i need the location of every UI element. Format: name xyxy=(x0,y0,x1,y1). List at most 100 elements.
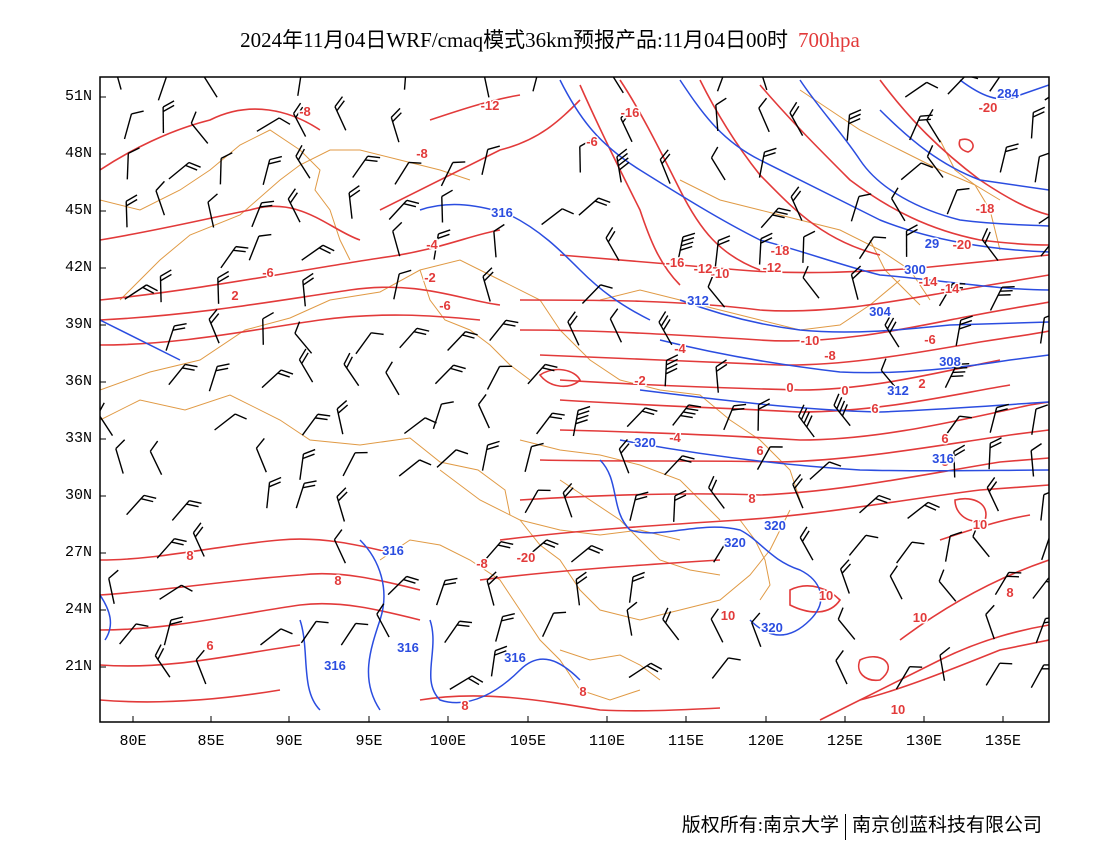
chart-title: 2024年11月04日WRF/cmaq模式36km预报产品:11月04日00时 7… xyxy=(0,24,1100,54)
height-contour-label: 300 xyxy=(904,262,926,277)
temperature-contour-label: -20 xyxy=(979,100,998,115)
temperature-contour-label: 0 xyxy=(841,383,848,398)
wind-barb xyxy=(352,155,381,178)
wind-barb xyxy=(850,193,872,222)
wind-barb xyxy=(168,161,201,180)
temperature-contour xyxy=(519,301,1049,342)
temperature-contour xyxy=(519,274,1049,312)
wind-barb xyxy=(792,474,804,509)
wind-barbs xyxy=(100,77,1049,690)
copyright: 版权所有:南京大学 南京创蓝科技有限公司 xyxy=(682,810,1042,840)
wind-barb xyxy=(809,461,842,480)
lat-label: 24N xyxy=(64,601,92,618)
wind-barb xyxy=(1030,443,1042,477)
wind-barb xyxy=(710,608,724,643)
wind-barb xyxy=(1032,577,1049,599)
wind-barb xyxy=(758,232,773,265)
wind-barb xyxy=(385,361,400,396)
wind-barb xyxy=(399,327,430,349)
wind-barb xyxy=(662,607,680,641)
temperature-contour xyxy=(100,572,421,596)
wind-barb xyxy=(343,352,360,387)
wind-barb xyxy=(659,149,671,184)
temperature-contour-label: 2 xyxy=(231,288,238,303)
temperature-contour-label: 10 xyxy=(913,610,927,625)
wind-barb xyxy=(207,193,218,228)
wind-barb xyxy=(333,529,347,564)
height-contour-label: 312 xyxy=(687,293,709,308)
wind-barb xyxy=(123,110,144,140)
wind-barb xyxy=(262,155,283,185)
wind-barb xyxy=(850,265,863,300)
height-contour xyxy=(419,203,651,321)
wind-barb xyxy=(938,282,966,307)
wind-barb xyxy=(758,147,777,178)
country-borders xyxy=(100,89,1001,701)
height-contour-label: 308 xyxy=(939,354,961,369)
wind-barb xyxy=(292,102,307,137)
wind-barb xyxy=(715,97,727,131)
wind-barb xyxy=(715,359,728,393)
temperature-contour xyxy=(559,254,1049,274)
wind-barb xyxy=(336,400,349,435)
temperature-contour xyxy=(559,359,1001,391)
temperature-contour xyxy=(100,689,281,703)
temperature-contour xyxy=(939,514,1031,541)
wind-barb xyxy=(190,111,209,144)
wind-barb xyxy=(440,161,466,187)
wind-barb xyxy=(981,228,999,261)
wind-barb xyxy=(434,364,466,385)
wind-barb xyxy=(490,645,508,677)
wind-barb xyxy=(149,440,163,476)
temperature-contour-label: 8 xyxy=(1006,585,1013,600)
lat-label: 21N xyxy=(64,658,92,675)
wind-barb xyxy=(287,188,301,223)
height-contour-label: 316 xyxy=(504,650,526,665)
wind-barb xyxy=(708,475,725,509)
temperature-contour-label: -16 xyxy=(621,105,640,120)
pressure-level: 700hpa xyxy=(798,28,860,52)
wind-barb xyxy=(489,319,519,342)
wind-barb xyxy=(444,620,473,643)
wind-barb xyxy=(955,315,973,346)
wind-barb xyxy=(985,662,1013,686)
height-contour xyxy=(299,619,321,711)
wind-barb xyxy=(388,199,420,220)
wind-barb xyxy=(387,575,419,596)
temperature-contour-label: -14 xyxy=(919,274,939,289)
wind-barb xyxy=(486,365,513,390)
wind-barb xyxy=(348,185,361,219)
wind-barb xyxy=(989,286,1015,311)
wind-barb xyxy=(608,77,624,94)
temperature-contour-label: 10 xyxy=(819,588,833,603)
wind-barb xyxy=(447,330,478,351)
temperature-contour xyxy=(499,484,1049,541)
wind-barb xyxy=(707,275,726,308)
border-line xyxy=(679,179,931,301)
wind-barb xyxy=(616,148,630,183)
wind-barb xyxy=(432,401,454,430)
wind-barb xyxy=(891,187,906,222)
wind-barb xyxy=(208,363,230,392)
height-contour xyxy=(599,459,822,636)
wind-barb xyxy=(798,404,815,438)
wind-barb xyxy=(126,494,157,516)
height-contour xyxy=(429,619,581,704)
wind-barb xyxy=(298,348,314,383)
wind-barb xyxy=(760,207,791,229)
temperature-contour-label: 8 xyxy=(461,698,468,713)
wind-barb xyxy=(716,77,728,92)
height-contour-label: 316 xyxy=(932,451,954,466)
wind-barb xyxy=(390,107,402,143)
wind-barb xyxy=(297,77,303,96)
copyright-left: 版权所有:南京大学 xyxy=(681,815,839,836)
wind-barb xyxy=(532,77,541,92)
wind-barb xyxy=(220,245,249,269)
temperature-contour-label: -2 xyxy=(634,373,646,388)
temperature-contour-label: 8 xyxy=(186,548,193,563)
wind-barb xyxy=(947,77,979,95)
lon-label: 105E xyxy=(509,733,546,750)
wind-barb xyxy=(756,446,783,470)
wind-barb xyxy=(482,77,490,98)
wind-barb xyxy=(433,229,451,260)
